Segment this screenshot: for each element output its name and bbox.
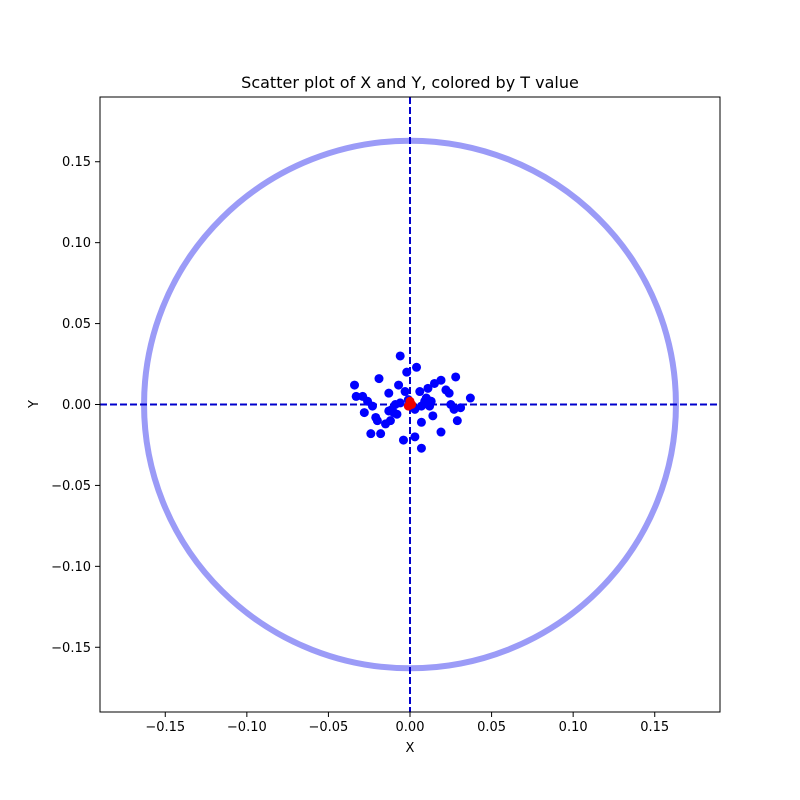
- data-point: [395, 351, 405, 361]
- data-point: [410, 432, 420, 442]
- data-point: [392, 409, 402, 419]
- data-point: [374, 374, 384, 384]
- chart-title: Scatter plot of X and Y, colored by T va…: [241, 73, 579, 92]
- y-tick-label: 0.10: [62, 236, 91, 251]
- data-point: [400, 387, 410, 397]
- data-point: [423, 383, 433, 393]
- data-point: [367, 401, 377, 411]
- data-point: [444, 388, 454, 398]
- data-point: [376, 429, 386, 439]
- data-point: [395, 398, 405, 408]
- data-point: [426, 396, 436, 406]
- y-axis-ticks: −0.15 −0.10 −0.05 0.00 0.05 0.10 0.15: [51, 155, 100, 656]
- x-tick-label: −0.05: [308, 720, 348, 735]
- x-tick-label: 0.15: [640, 720, 669, 735]
- y-tick-label: −0.05: [51, 479, 91, 494]
- data-point: [384, 388, 394, 398]
- x-tick-label: −0.15: [145, 720, 185, 735]
- data-point: [366, 429, 376, 439]
- data-point: [452, 416, 462, 426]
- y-tick-label: −0.10: [51, 560, 91, 575]
- data-point: [415, 387, 425, 397]
- data-point: [412, 362, 422, 372]
- data-point: [351, 391, 361, 401]
- data-point: [398, 435, 408, 445]
- data-point: [456, 403, 466, 413]
- data-point: [394, 380, 404, 390]
- x-tick-label: 0.00: [396, 720, 425, 735]
- data-point: [436, 427, 446, 437]
- y-tick-label: −0.15: [51, 641, 91, 656]
- y-tick-label: 0.15: [62, 155, 91, 170]
- x-tick-label: 0.10: [559, 720, 588, 735]
- data-point: [359, 408, 369, 418]
- data-point: [428, 411, 438, 421]
- data-point: [416, 443, 426, 453]
- data-point: [350, 380, 360, 390]
- data-point: [465, 393, 475, 403]
- data-point: [451, 372, 461, 382]
- y-tick-label: 0.00: [62, 398, 91, 413]
- x-axis-ticks: −0.15 −0.10 −0.05 0.00 0.05 0.10 0.15: [145, 712, 669, 735]
- data-point: [436, 375, 446, 385]
- data-point: [403, 401, 413, 411]
- x-axis-label: X: [406, 741, 415, 756]
- data-point: [385, 416, 395, 426]
- data-point: [402, 367, 412, 377]
- plot-area: [99, 96, 721, 713]
- data-point: [416, 417, 426, 427]
- x-tick-label: −0.10: [227, 720, 267, 735]
- x-tick-label: 0.05: [477, 720, 506, 735]
- y-axis-label: Y: [27, 400, 42, 409]
- data-point: [372, 416, 382, 426]
- y-tick-label: 0.05: [62, 317, 91, 332]
